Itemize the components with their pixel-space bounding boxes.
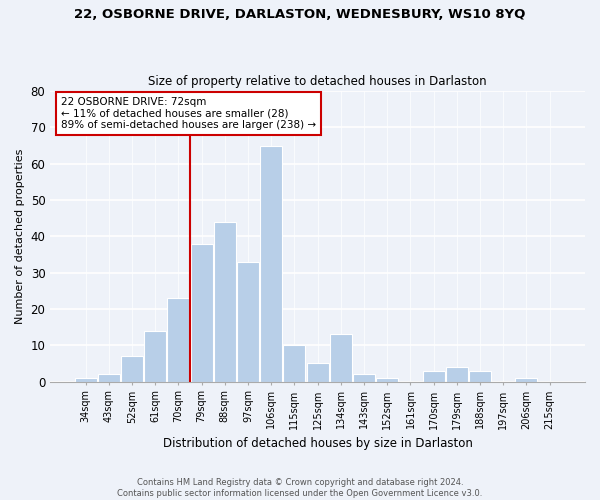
Bar xyxy=(167,298,190,382)
Text: 22, OSBORNE DRIVE, DARLASTON, WEDNESBURY, WS10 8YQ: 22, OSBORNE DRIVE, DARLASTON, WEDNESBURY… xyxy=(74,8,526,20)
Y-axis label: Number of detached properties: Number of detached properties xyxy=(15,148,25,324)
Bar xyxy=(376,378,398,382)
Bar xyxy=(515,378,538,382)
Bar xyxy=(353,374,375,382)
Bar xyxy=(307,364,329,382)
Bar xyxy=(121,356,143,382)
X-axis label: Distribution of detached houses by size in Darlaston: Distribution of detached houses by size … xyxy=(163,437,473,450)
Text: Contains HM Land Registry data © Crown copyright and database right 2024.
Contai: Contains HM Land Registry data © Crown c… xyxy=(118,478,482,498)
Bar xyxy=(469,371,491,382)
Bar xyxy=(98,374,120,382)
Bar xyxy=(191,244,212,382)
Bar xyxy=(446,367,468,382)
Bar xyxy=(214,222,236,382)
Bar xyxy=(283,346,305,382)
Bar xyxy=(422,371,445,382)
Text: 22 OSBORNE DRIVE: 72sqm
← 11% of detached houses are smaller (28)
89% of semi-de: 22 OSBORNE DRIVE: 72sqm ← 11% of detache… xyxy=(61,97,316,130)
Bar xyxy=(237,262,259,382)
Bar xyxy=(260,146,282,382)
Bar xyxy=(74,378,97,382)
Title: Size of property relative to detached houses in Darlaston: Size of property relative to detached ho… xyxy=(148,76,487,88)
Bar xyxy=(330,334,352,382)
Bar xyxy=(144,331,166,382)
